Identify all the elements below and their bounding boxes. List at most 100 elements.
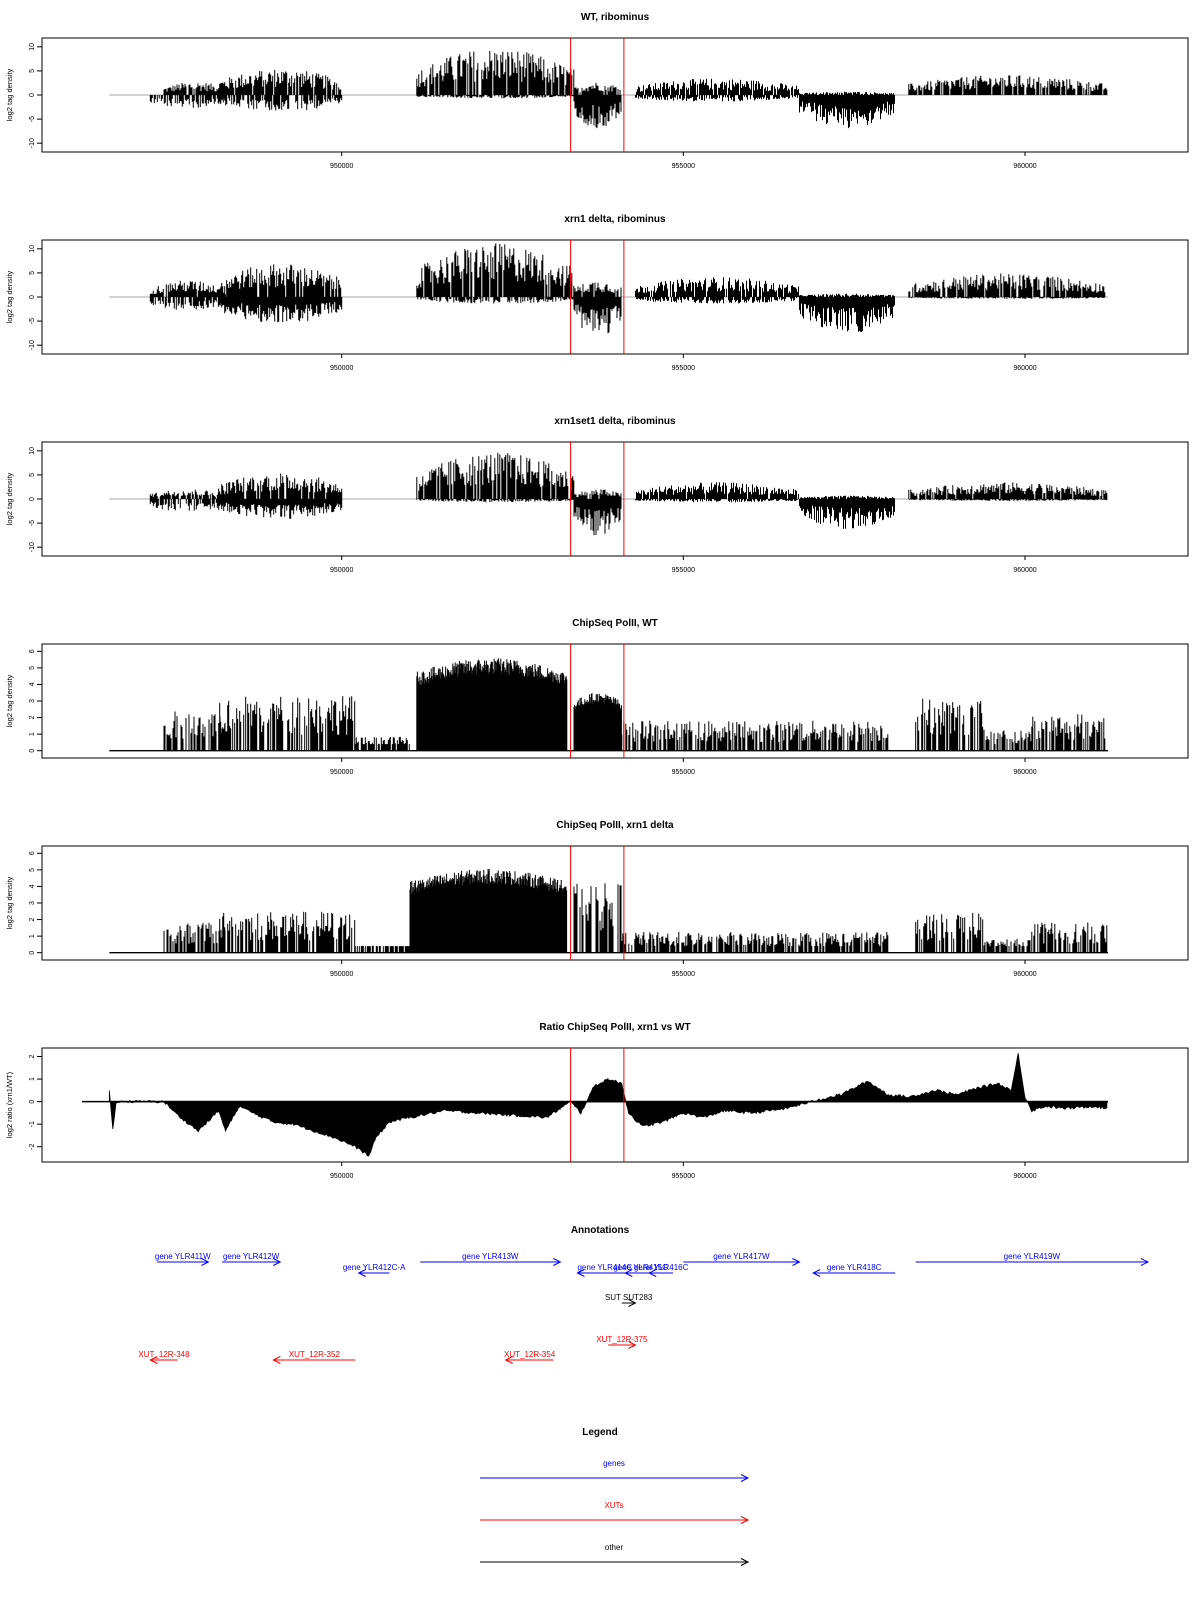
annotation-label: gene YLR415C	[613, 1263, 668, 1272]
plot-frame	[41, 1047, 1189, 1163]
annotation-arrow	[648, 1269, 674, 1277]
x-tick-label: 960000	[1013, 1173, 1036, 1180]
annotation-arrow	[157, 1258, 210, 1266]
annotations-panel: Annotations gene YLR411W gene YLR412W gene …	[138, 1225, 1150, 1364]
x-tick-label: 950000	[330, 567, 353, 574]
chip-signal-series	[163, 869, 1108, 953]
legend-label: genes	[603, 1459, 625, 1468]
x-tick-label: 950000	[330, 163, 353, 170]
y-tick-label: -5	[29, 520, 36, 526]
y-tick-label: 1	[29, 1077, 36, 1081]
y-tick-label: 2	[29, 918, 36, 922]
annotation-arrow	[222, 1258, 282, 1266]
y-axis-label: log2 tag density	[5, 68, 14, 121]
y-tick-label: 4	[29, 884, 36, 888]
minus-strand-series	[149, 95, 895, 129]
y-tick-label: 5	[29, 473, 36, 477]
x-tick-label: 955000	[672, 769, 695, 776]
legend-arrow-gene	[480, 1474, 750, 1482]
y-tick-label: -10	[29, 138, 36, 148]
annotation-arrow	[576, 1269, 633, 1277]
y-tick-label: -10	[29, 542, 36, 552]
x-tick-label: 960000	[1013, 769, 1036, 776]
y-tick-label: -10	[29, 340, 36, 350]
plus-strand-series	[149, 243, 1106, 297]
y-tick-label: 0	[29, 951, 36, 955]
x-tick-label: 955000	[672, 1173, 695, 1180]
annotation-arrow	[915, 1258, 1150, 1266]
x-tick-label: 950000	[330, 769, 353, 776]
chart-panel-3: xrn1set1 delta, ribominus log2 tag densit…	[5, 416, 1189, 574]
plus-strand-series	[149, 452, 1108, 499]
annotation-label: gene YLR417W	[713, 1252, 770, 1261]
x-tick-label: 955000	[672, 365, 695, 372]
y-tick-label: 0	[29, 497, 36, 501]
minus-strand-series	[149, 297, 1106, 334]
legend-panel: Legend genes XUTs other	[480, 1427, 750, 1566]
annotation-label: SUT SUT283	[605, 1293, 653, 1302]
y-tick-label: 10	[29, 447, 36, 455]
y-tick-label: 3	[29, 699, 36, 703]
annotation-label: gene YLR416C	[634, 1263, 689, 1272]
x-tick-label: 955000	[672, 971, 695, 978]
annotation-arrow	[272, 1356, 356, 1364]
chart-panel-4: ChipSeq PolII, WT log2 tag density 0 1 2 3 4 5 6…	[5, 618, 1189, 776]
x-tick-label: 960000	[1013, 567, 1036, 574]
chart-title: ChipSeq PolII, WT	[572, 618, 658, 629]
chart-title: Ratio ChipSeq PolII, xrn1 vs WT	[539, 1022, 690, 1033]
annotation-arrow	[149, 1356, 178, 1364]
chart-panel-1: WT, ribominus log2 tag density 10 5 0 -5 -10 95…	[5, 12, 1189, 170]
y-tick-label: 5	[29, 271, 36, 275]
legend-label: XUTs	[604, 1501, 623, 1510]
plus-strand-series	[163, 50, 1108, 95]
legend-label: other	[605, 1543, 624, 1552]
chart-panel-6: Ratio ChipSeq PolII, xrn1 vs WT log2 rati…	[5, 1022, 1189, 1180]
annotation-label: gene YLR418C	[827, 1263, 882, 1272]
y-tick-label: 5	[29, 666, 36, 670]
y-tick-label: 10	[29, 245, 36, 253]
y-tick-label: 5	[29, 69, 36, 73]
minus-strand-series	[149, 499, 1108, 536]
x-tick-label: 960000	[1013, 365, 1036, 372]
y-tick-label: -1	[29, 1121, 36, 1127]
annotation-arrow	[621, 1299, 637, 1307]
y-tick-label: 2	[29, 716, 36, 720]
chart-title: xrn1set1 delta, ribominus	[554, 416, 676, 427]
chart-title: ChipSeq PolII, xrn1 delta	[556, 820, 674, 831]
annotation-label: gene YLR412C-A	[343, 1263, 406, 1272]
x-tick-label: 955000	[672, 567, 695, 574]
y-tick-label: 0	[29, 1100, 36, 1104]
chart-panel-2: xrn1 delta, ribominus log2 tag density 10 5…	[5, 214, 1189, 372]
y-tick-label: 1	[29, 732, 36, 736]
plot-frame	[41, 845, 1189, 961]
annotation-label: gene YLR419W	[1004, 1252, 1061, 1261]
annotation-arrow	[504, 1356, 554, 1364]
x-tick-label: 950000	[330, 1173, 353, 1180]
y-tick-label: 0	[29, 749, 36, 753]
y-tick-label: 2	[29, 1054, 36, 1058]
annotation-label: XUT_12R-354	[504, 1350, 556, 1359]
annotation-arrow	[608, 1341, 637, 1349]
y-axis-label: log2 tag density	[5, 472, 14, 525]
legend-arrow-other	[480, 1558, 750, 1566]
annotation-label: gene YLR412W	[223, 1252, 280, 1261]
y-tick-label: 0	[29, 295, 36, 299]
annotation-label: XUT_12R-352	[289, 1350, 341, 1359]
chart-panel-5: ChipSeq PolII, xrn1 delta log2 tag densit…	[5, 820, 1189, 978]
x-tick-label: 955000	[672, 163, 695, 170]
annotation-arrow	[812, 1269, 896, 1277]
legend-title: Legend	[582, 1427, 618, 1438]
y-axis-label: log2 tag density	[5, 674, 14, 727]
x-tick-label: 950000	[330, 365, 353, 372]
annotation-label: gene YLR413W	[462, 1252, 519, 1261]
annotation-arrow	[420, 1258, 562, 1266]
y-tick-label: 3	[29, 901, 36, 905]
y-tick-label: -5	[29, 318, 36, 324]
annotation-label: gene YLR411W	[155, 1252, 211, 1261]
y-tick-label: 6	[29, 649, 36, 653]
chip-signal-series	[163, 658, 1106, 751]
y-tick-label: 6	[29, 851, 36, 855]
annotation-label: XUT_12R-375	[596, 1335, 648, 1344]
y-axis-label: log2 ratio (xrn1/WT)	[5, 1071, 14, 1138]
